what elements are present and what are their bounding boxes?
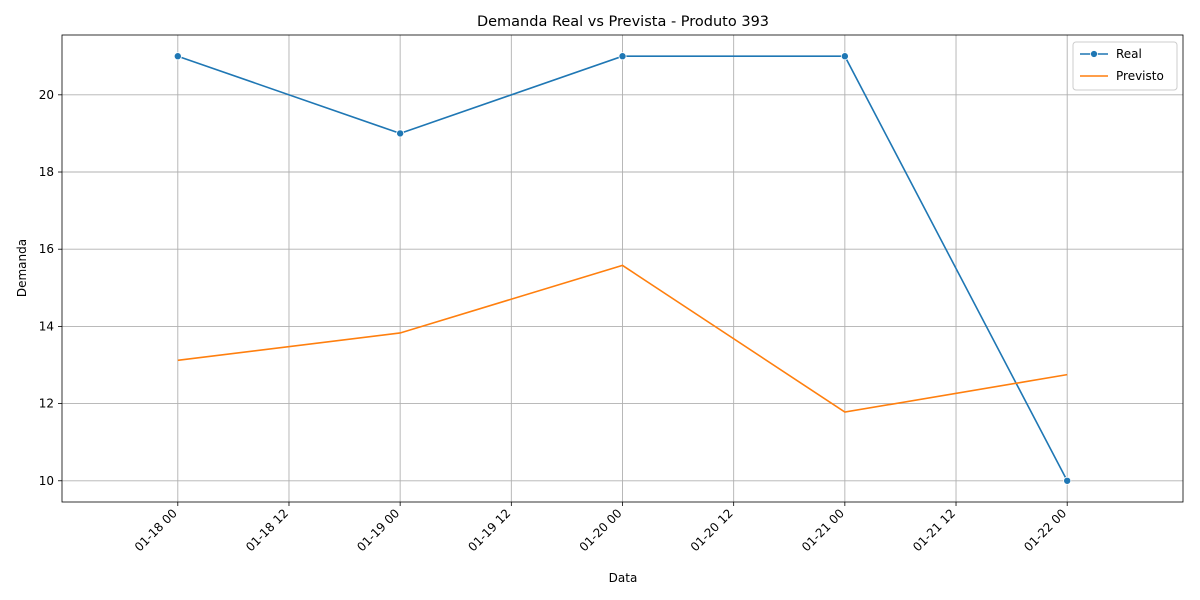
y-axis-ticks: 10 12 14 16 18 20 (39, 88, 62, 488)
x-tick-label: 01-18 00 (132, 506, 180, 554)
y-tick-label: 18 (39, 165, 54, 179)
chart-title: Demanda Real vs Prevista - Produto 393 (477, 14, 769, 30)
x-tick-label: 01-22 00 (1021, 506, 1069, 554)
y-tick-label: 14 (39, 319, 54, 333)
legend: Real Previsto (1072, 41, 1178, 91)
y-axis-label: Demanda (15, 239, 29, 297)
data-point-real (840, 52, 849, 61)
legend-label-previsto: Previsto (1116, 69, 1164, 83)
y-tick-label: 16 (39, 242, 54, 256)
x-tick-label: 01-19 00 (354, 506, 402, 554)
x-axis-label: Data (609, 571, 638, 585)
y-tick-label: 10 (39, 474, 54, 488)
legend-label-real: Real (1116, 47, 1142, 61)
x-tick-label: 01-19 12 (465, 506, 513, 554)
y-tick-label: 12 (39, 397, 54, 411)
x-tick-label: 01-21 00 (799, 506, 847, 554)
series-line-previsto (177, 264, 1068, 413)
legend-marker-real (1090, 50, 1098, 58)
plot-frame (61, 34, 1184, 503)
x-axis-ticks: 01-18 00 01-18 12 01-19 00 01-19 12 01-20 00… (132, 502, 1069, 554)
data-point-real (396, 129, 405, 138)
y-tick-label: 20 (39, 88, 54, 102)
x-tick-label: 01-18 12 (243, 506, 291, 554)
data-point-real (618, 52, 627, 61)
x-tick-label: 01-21 12 (910, 506, 958, 554)
data-point-real (1063, 476, 1072, 485)
x-tick-label: 01-20 00 (577, 506, 625, 554)
series-layer (173, 52, 1072, 485)
grid (62, 35, 1183, 502)
data-point-real (173, 52, 182, 61)
x-tick-label: 01-20 12 (688, 506, 736, 554)
